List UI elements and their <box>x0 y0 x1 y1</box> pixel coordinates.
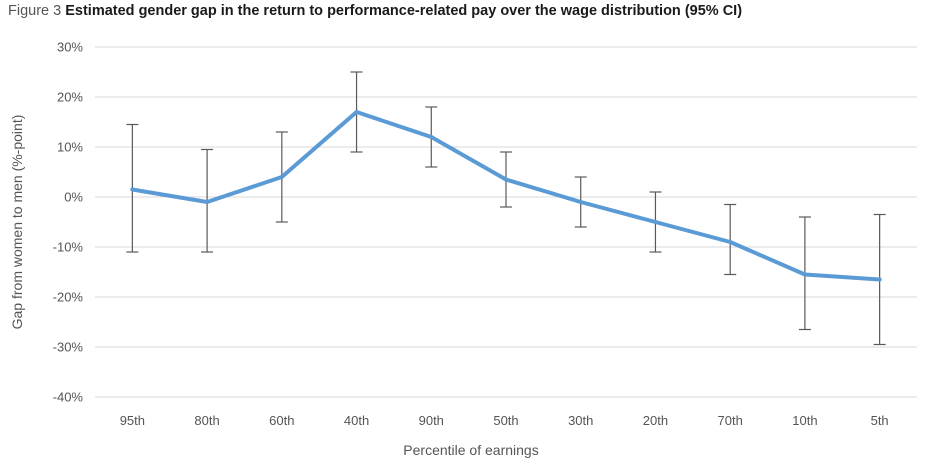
x-tick-label: 10th <box>792 413 817 428</box>
data-point <box>578 200 583 204</box>
data-point <box>728 240 733 244</box>
y-tick-label: 30% <box>57 40 83 55</box>
x-tick-label: 95th <box>120 413 145 428</box>
y-tick-label: 0% <box>64 190 83 205</box>
x-tick-label: 30th <box>568 413 593 428</box>
x-tick-label: 70th <box>718 413 743 428</box>
x-tick-label: 40th <box>344 413 369 428</box>
data-point <box>653 220 658 224</box>
y-tick-label: -10% <box>53 240 84 255</box>
x-tick-label: 20th <box>643 413 668 428</box>
series-lines <box>130 110 882 282</box>
x-tick-label: 90th <box>419 413 444 428</box>
x-axis-label: Percentile of earnings <box>403 442 538 458</box>
y-tick-label: -20% <box>53 290 84 305</box>
chart-title-text: Estimated gender gap in the return to pe… <box>65 3 743 19</box>
x-tick-label: 50th <box>493 413 518 428</box>
data-point <box>504 177 508 182</box>
data-point <box>877 277 882 282</box>
data-point <box>429 135 434 139</box>
y-tick-label: 10% <box>57 140 83 155</box>
y-tick-label: -30% <box>53 340 84 355</box>
error-bar <box>724 203 737 276</box>
data-point <box>205 200 210 204</box>
x-tick-label: 80th <box>194 413 219 428</box>
gridlines <box>95 46 917 398</box>
data-point <box>279 175 284 179</box>
y-axis-ticks: 30% 20% 10% 0% -10% -20% -30% -40% <box>53 40 84 405</box>
y-axis-label: Gap from women to men (%-point) <box>9 115 25 330</box>
data-point <box>354 110 359 114</box>
y-tick-label: 20% <box>57 90 83 105</box>
data-point <box>802 272 807 277</box>
x-tick-label: 60th <box>269 413 294 428</box>
chart-title: Figure 3 Estimated gender gap in the ret… <box>8 3 742 19</box>
y-tick-label: -40% <box>53 390 84 405</box>
data-point <box>130 187 135 192</box>
error-bars <box>126 71 886 346</box>
x-tick-label: 5th <box>871 413 889 428</box>
figure-label: Figure 3 <box>8 3 62 19</box>
x-axis-ticks: 95th 80th 60th 40th 90th 50th 30th 20th 70th 10th… <box>120 413 889 428</box>
